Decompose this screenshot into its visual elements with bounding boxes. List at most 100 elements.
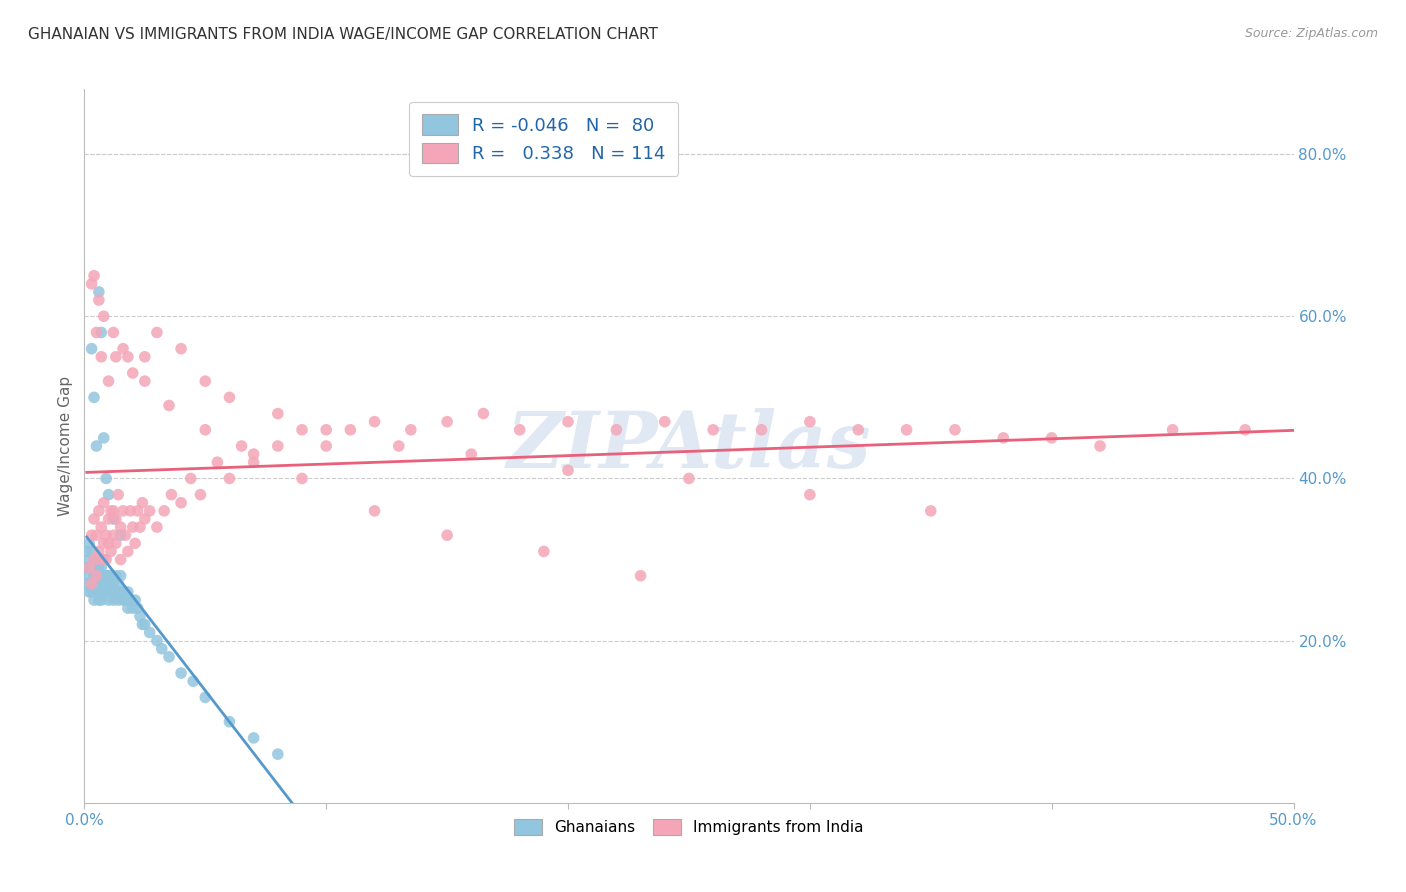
Point bbox=[107, 488, 129, 502]
Point bbox=[83, 390, 105, 404]
Point bbox=[943, 423, 966, 437]
Point bbox=[131, 617, 153, 632]
Point bbox=[896, 423, 918, 437]
Point bbox=[146, 633, 169, 648]
Point bbox=[134, 374, 156, 388]
Point bbox=[93, 310, 115, 324]
Point bbox=[94, 568, 117, 582]
Point bbox=[112, 593, 135, 607]
Point bbox=[94, 552, 117, 566]
Point bbox=[150, 641, 173, 656]
Point bbox=[138, 625, 160, 640]
Point bbox=[117, 350, 139, 364]
Point bbox=[146, 326, 169, 340]
Point bbox=[100, 504, 122, 518]
Point bbox=[97, 374, 120, 388]
Point bbox=[231, 439, 253, 453]
Point bbox=[267, 747, 290, 761]
Point bbox=[87, 577, 110, 591]
Point bbox=[90, 350, 112, 364]
Point bbox=[157, 399, 180, 413]
Point bbox=[114, 593, 136, 607]
Point bbox=[97, 488, 120, 502]
Point bbox=[1234, 423, 1257, 437]
Point bbox=[83, 577, 105, 591]
Point bbox=[94, 585, 117, 599]
Point bbox=[80, 577, 103, 591]
Point bbox=[93, 496, 115, 510]
Point bbox=[315, 423, 337, 437]
Point bbox=[509, 423, 531, 437]
Point bbox=[86, 326, 108, 340]
Point bbox=[267, 407, 290, 421]
Point bbox=[120, 593, 142, 607]
Point bbox=[291, 471, 314, 485]
Point bbox=[127, 601, 149, 615]
Point bbox=[83, 268, 105, 283]
Point bbox=[134, 617, 156, 632]
Point bbox=[146, 520, 169, 534]
Point bbox=[117, 585, 139, 599]
Point bbox=[110, 568, 132, 582]
Point bbox=[799, 415, 821, 429]
Point bbox=[110, 552, 132, 566]
Point bbox=[170, 342, 193, 356]
Point bbox=[87, 285, 110, 299]
Point bbox=[388, 439, 411, 453]
Point bbox=[190, 488, 212, 502]
Point bbox=[460, 447, 482, 461]
Point bbox=[654, 415, 676, 429]
Point bbox=[86, 585, 108, 599]
Point bbox=[86, 577, 108, 591]
Point bbox=[799, 488, 821, 502]
Point bbox=[93, 536, 115, 550]
Point bbox=[920, 504, 942, 518]
Point bbox=[100, 577, 122, 591]
Point bbox=[112, 342, 135, 356]
Point bbox=[121, 366, 143, 380]
Point bbox=[77, 568, 100, 582]
Point bbox=[160, 488, 183, 502]
Point bbox=[112, 504, 135, 518]
Point bbox=[110, 528, 132, 542]
Point bbox=[993, 431, 1015, 445]
Point bbox=[93, 568, 115, 582]
Point bbox=[138, 504, 160, 518]
Point bbox=[242, 447, 264, 461]
Point bbox=[77, 585, 100, 599]
Point bbox=[315, 439, 337, 453]
Point bbox=[218, 714, 240, 729]
Point bbox=[1161, 423, 1184, 437]
Point bbox=[605, 423, 627, 437]
Text: ZIPAtlas: ZIPAtlas bbox=[506, 408, 872, 484]
Point bbox=[267, 439, 290, 453]
Point bbox=[110, 520, 132, 534]
Point bbox=[207, 455, 229, 469]
Point bbox=[363, 504, 385, 518]
Point bbox=[93, 577, 115, 591]
Point bbox=[87, 293, 110, 307]
Point bbox=[93, 431, 115, 445]
Point bbox=[181, 674, 204, 689]
Point bbox=[80, 277, 103, 291]
Point bbox=[100, 585, 122, 599]
Point bbox=[93, 552, 115, 566]
Point bbox=[134, 350, 156, 364]
Point bbox=[117, 601, 139, 615]
Point bbox=[80, 560, 103, 574]
Point bbox=[120, 504, 142, 518]
Point bbox=[83, 568, 105, 582]
Point bbox=[97, 512, 120, 526]
Point bbox=[103, 504, 125, 518]
Point bbox=[180, 471, 202, 485]
Point bbox=[103, 512, 125, 526]
Point bbox=[399, 423, 422, 437]
Point bbox=[124, 593, 146, 607]
Point bbox=[97, 568, 120, 582]
Legend: Ghanaians, Immigrants from India: Ghanaians, Immigrants from India bbox=[508, 814, 870, 841]
Point bbox=[678, 471, 700, 485]
Point bbox=[363, 415, 385, 429]
Point bbox=[1088, 439, 1111, 453]
Point bbox=[114, 528, 136, 542]
Point bbox=[533, 544, 555, 558]
